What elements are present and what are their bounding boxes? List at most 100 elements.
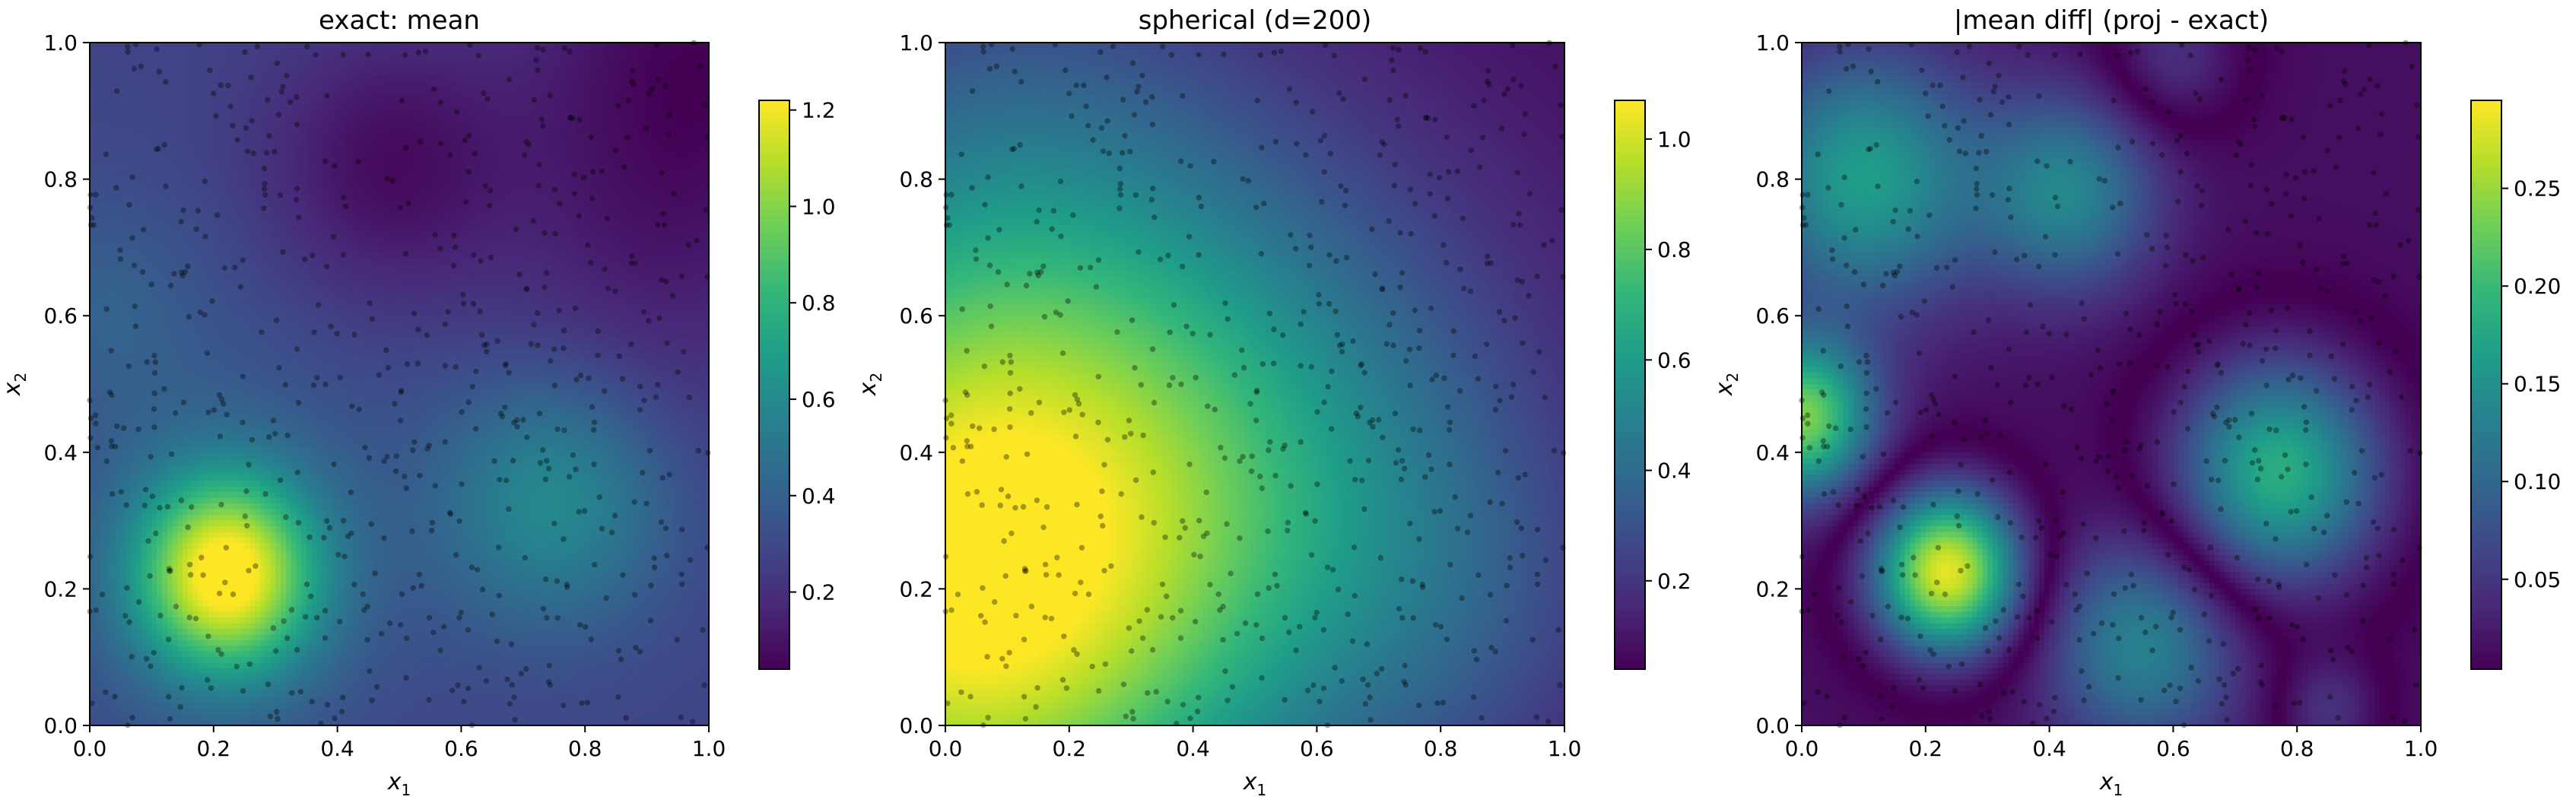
heatmap-cell <box>662 179 669 186</box>
heatmap-cell <box>233 196 240 203</box>
heatmap-cell <box>157 156 163 163</box>
heatmap-cell <box>105 65 111 72</box>
heatmap-cell <box>626 110 632 117</box>
heatmap-cell <box>332 190 338 197</box>
heatmap-cell <box>652 116 658 123</box>
heatmap-cell <box>218 71 224 78</box>
heatmap-cell <box>430 213 437 220</box>
heatmap-cell <box>533 230 539 237</box>
heatmap-cell <box>229 133 235 140</box>
heatmap-cell <box>615 43 622 49</box>
heatmap-cell <box>538 224 545 231</box>
heatmap-cell <box>564 105 570 112</box>
heatmap-cell <box>409 179 415 186</box>
heatmap-cell <box>100 156 106 163</box>
heatmap-cell <box>626 259 632 265</box>
heatmap-cell <box>589 105 596 112</box>
heatmap-cell <box>389 53 395 61</box>
heatmap-cell <box>301 230 307 237</box>
heatmap-cell <box>177 208 183 214</box>
heatmap-cell <box>270 213 276 220</box>
heatmap-cell <box>311 43 318 49</box>
heatmap-cell <box>337 196 343 203</box>
heatmap-cell <box>600 94 606 100</box>
heatmap-cell <box>394 116 400 123</box>
heatmap-cell <box>497 179 503 186</box>
heatmap-cell <box>136 71 142 78</box>
heatmap-cell <box>435 71 441 78</box>
heatmap-cell <box>678 122 684 129</box>
heatmap-cell <box>90 236 96 243</box>
heatmap-cell <box>348 185 354 192</box>
heatmap-cell <box>513 99 519 106</box>
heatmap-cell <box>239 53 246 61</box>
heatmap-cell <box>450 270 457 277</box>
heatmap-cell <box>177 275 183 282</box>
heatmap-cell <box>415 241 421 248</box>
heatmap-cell <box>342 264 348 271</box>
heatmap-cell <box>218 43 224 49</box>
heatmap-cell <box>688 167 694 174</box>
heatmap-cell <box>667 218 674 226</box>
heatmap-cell <box>332 71 338 78</box>
heatmap-cell <box>167 224 173 231</box>
heatmap-cell <box>208 122 214 129</box>
heatmap-cell <box>399 179 405 186</box>
heatmap-cell <box>357 59 364 66</box>
heatmap-cell <box>704 122 710 129</box>
heatmap-cell <box>131 76 137 83</box>
heatmap-cell <box>208 99 214 106</box>
heatmap-cell <box>136 185 142 192</box>
heatmap-cell <box>420 247 426 254</box>
heatmap-cell <box>466 270 472 277</box>
heatmap-cell <box>688 213 694 220</box>
heatmap-cell <box>316 236 322 243</box>
heatmap-cell <box>683 128 689 135</box>
heatmap-cell <box>507 105 513 112</box>
heatmap-cell <box>348 76 354 83</box>
heatmap-cell <box>646 213 653 220</box>
heatmap-cell <box>177 264 183 271</box>
heatmap-cell <box>538 196 545 203</box>
heatmap-cell <box>615 59 622 66</box>
heatmap-cell <box>538 94 545 100</box>
heatmap-cell <box>224 173 230 180</box>
heatmap-cell <box>476 65 483 72</box>
heatmap-cell <box>585 133 591 140</box>
heatmap-cell <box>259 196 266 203</box>
heatmap-cell <box>538 110 545 117</box>
heatmap-cell <box>507 162 513 169</box>
heatmap-cell <box>502 76 509 83</box>
heatmap-cell <box>646 185 653 192</box>
heatmap-cell <box>229 139 235 146</box>
heatmap-cell <box>120 252 127 259</box>
heatmap-cell <box>466 196 472 203</box>
heatmap-cell <box>141 156 148 163</box>
heatmap-cell <box>125 99 132 106</box>
heatmap-cell <box>415 71 421 78</box>
heatmap-cell <box>481 196 488 203</box>
heatmap-cell <box>115 264 122 271</box>
heatmap-cell <box>224 76 230 83</box>
heatmap-cell <box>270 105 276 112</box>
heatmap-cell <box>316 76 322 83</box>
heatmap-cell <box>420 82 426 89</box>
heatmap-cell <box>285 144 292 151</box>
heatmap-cell <box>440 202 446 208</box>
heatmap-cell <box>120 270 127 277</box>
heatmap-cell <box>105 162 111 169</box>
heatmap-cell <box>704 264 710 271</box>
heatmap-cell <box>621 236 627 243</box>
heatmap-cell <box>105 213 111 220</box>
heatmap-cell <box>492 247 498 254</box>
heatmap-cell <box>646 196 653 203</box>
heatmap-cell <box>357 241 364 248</box>
heatmap-cell <box>383 167 390 174</box>
heatmap-cell <box>693 133 700 140</box>
heatmap-cell <box>352 173 359 180</box>
heatmap-cell <box>481 156 488 163</box>
heatmap-cell <box>342 241 348 248</box>
heatmap-cell <box>213 162 220 169</box>
heatmap-cell <box>332 259 338 265</box>
heatmap-cell <box>589 264 596 271</box>
